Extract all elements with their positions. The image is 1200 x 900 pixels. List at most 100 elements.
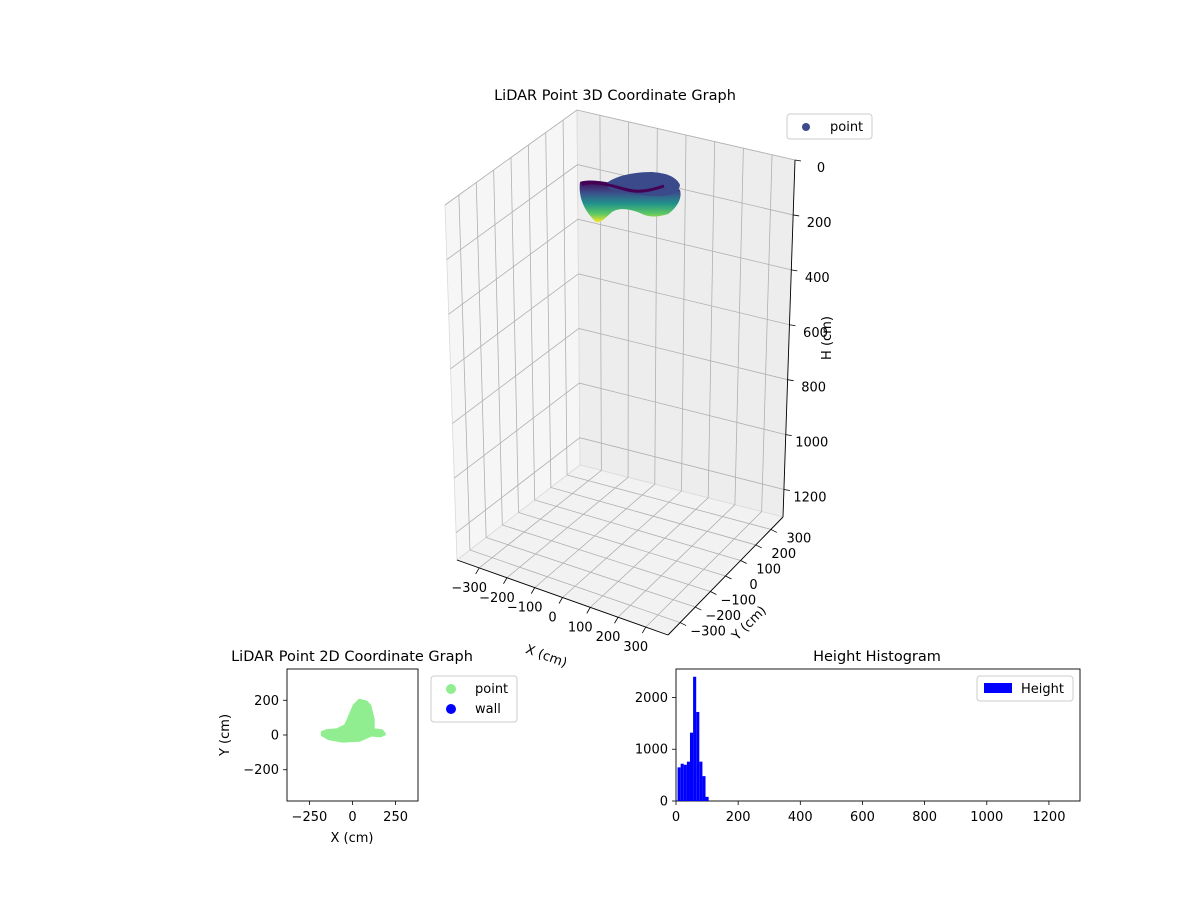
x-tick-label-hist: 400 [788, 810, 813, 825]
z-tick-mark [785, 434, 792, 437]
grid-line-y [475, 182, 696, 608]
y-tick-mark [770, 529, 778, 533]
grid-line-z [450, 273, 790, 370]
x-tick-label-hist: 800 [912, 810, 937, 825]
y-tick-mark [740, 560, 747, 564]
grid-line-z [444, 109, 796, 206]
chart-3d: LiDAR Point 3D Coordinate Graph −300−200… [444, 88, 873, 671]
x-axis-label-3d: X (cm) [523, 642, 569, 671]
legend-wall-marker [446, 704, 456, 714]
x-tick-mark [503, 577, 508, 584]
legend-height-label: Height [1021, 682, 1064, 697]
y-tick-label-3d: −200 [705, 609, 741, 624]
y-tick-mark [755, 544, 762, 549]
z-tick-mark [793, 214, 800, 217]
y-tick-label-3d: 300 [786, 531, 811, 546]
legend-point-marker [802, 123, 810, 131]
point-cloud-2d [320, 698, 386, 743]
x-tick-label-3d: −200 [479, 591, 515, 606]
x-tick-mark [586, 607, 591, 614]
x-tick-label-3d: 0 [548, 611, 556, 626]
grid-line-y [545, 132, 756, 546]
histogram-bars [677, 676, 709, 801]
histogram-bar [689, 732, 694, 801]
x-tick-mark [614, 617, 619, 624]
x-tick-mark [641, 626, 647, 634]
x-tick-label-hist: 600 [850, 810, 875, 825]
y-tick-label-2d: 0 [271, 729, 279, 744]
grid-line-z [446, 164, 794, 260]
y-tick-mark [710, 591, 717, 595]
z-tick-label-3d: 1200 [793, 491, 826, 506]
z-tick-mark [789, 324, 796, 327]
grid-line-z [452, 328, 788, 424]
x-tick-label-3d: 100 [568, 620, 593, 635]
z-tick-mark [791, 269, 798, 272]
histogram-title: Height Histogram [813, 649, 941, 665]
grid-line-y [527, 144, 741, 561]
histogram-bar [702, 776, 706, 801]
y-tick-mark [679, 622, 687, 626]
x-tick-label-3d: −300 [451, 581, 487, 596]
legend-height-swatch [984, 683, 1012, 693]
x-tick-label-2d: 0 [348, 810, 356, 825]
x-tick-label-hist: 0 [672, 810, 680, 825]
legend-point-label: point [830, 120, 863, 135]
z-tick-label-3d: 200 [807, 216, 832, 231]
grid-line-x [645, 154, 773, 628]
x-tick-mark [475, 567, 480, 575]
z-tick-mark [794, 159, 802, 162]
grid-line-y [493, 169, 711, 592]
grid-line-y [510, 157, 726, 577]
legend-2d: point wall [430, 675, 518, 723]
grid-line-y [562, 119, 771, 530]
y-tick-label-hist: 0 [660, 795, 668, 810]
point-cloud-ridge [581, 181, 665, 193]
grid-line-x [617, 148, 744, 618]
x-tick-mark [558, 597, 563, 604]
z-tick-label-3d: 400 [805, 271, 830, 286]
x-tick-label-2d: 250 [383, 810, 408, 825]
grid-line-z [455, 437, 785, 534]
histogram-bar [683, 764, 687, 801]
legend-3d-frame [786, 113, 873, 140]
z-tick-mark [787, 379, 794, 382]
histogram-bar [686, 761, 690, 801]
histogram-bar [693, 676, 697, 801]
z-tick-label-3d: 0 [817, 161, 825, 176]
legend-histogram: Height [976, 675, 1074, 702]
y-tick-mark [695, 606, 702, 611]
y-tick-mark [725, 575, 732, 580]
y-tick-label-hist: 2000 [635, 691, 668, 706]
x-tick-label-3d: 200 [596, 630, 621, 645]
x-tick-mark [530, 587, 536, 594]
grid-3d [444, 109, 796, 628]
x-tick-label-hist: 1000 [970, 810, 1003, 825]
z-axis-line-3d [782, 159, 796, 518]
y-tick-label-3d: −100 [721, 594, 757, 609]
ticks-histogram: 0 200 400 600 800 1000 1200 0 1000 2000 [635, 691, 1066, 825]
y-axis-line-3d [667, 516, 784, 636]
grid-line-x [478, 115, 602, 569]
y-tick-label-2d: 200 [254, 694, 279, 709]
chart-histogram: Height Histogram 0 200 400 600 800 1000 1200 0 1… [635, 649, 1081, 825]
histogram-bar [677, 767, 681, 801]
x-tick-label-hist: 1200 [1032, 810, 1065, 825]
legend-histogram-frame [976, 675, 1074, 702]
histogram-bar [680, 763, 684, 801]
histogram-bar [699, 761, 703, 801]
legend-point-marker-2d [446, 684, 456, 694]
grid-line-y [458, 194, 681, 623]
legend-3d: point [786, 113, 873, 140]
ticks-2d: −250 0 250 200 0 −200 [243, 694, 408, 825]
x-tick-label-hist: 200 [726, 810, 751, 825]
y-tick-label-3d: 100 [756, 562, 781, 577]
z-tick-mark [783, 489, 790, 491]
x-axis-line-3d [456, 559, 669, 636]
z-tick-label-3d: 1000 [795, 436, 828, 451]
legend-wall-label: wall [475, 702, 501, 717]
x-tick-label-3d: −100 [507, 601, 543, 616]
grid-line-z [448, 218, 792, 315]
ticks-3d: −300−200−1000100200300−300−200−100010020… [451, 159, 832, 655]
